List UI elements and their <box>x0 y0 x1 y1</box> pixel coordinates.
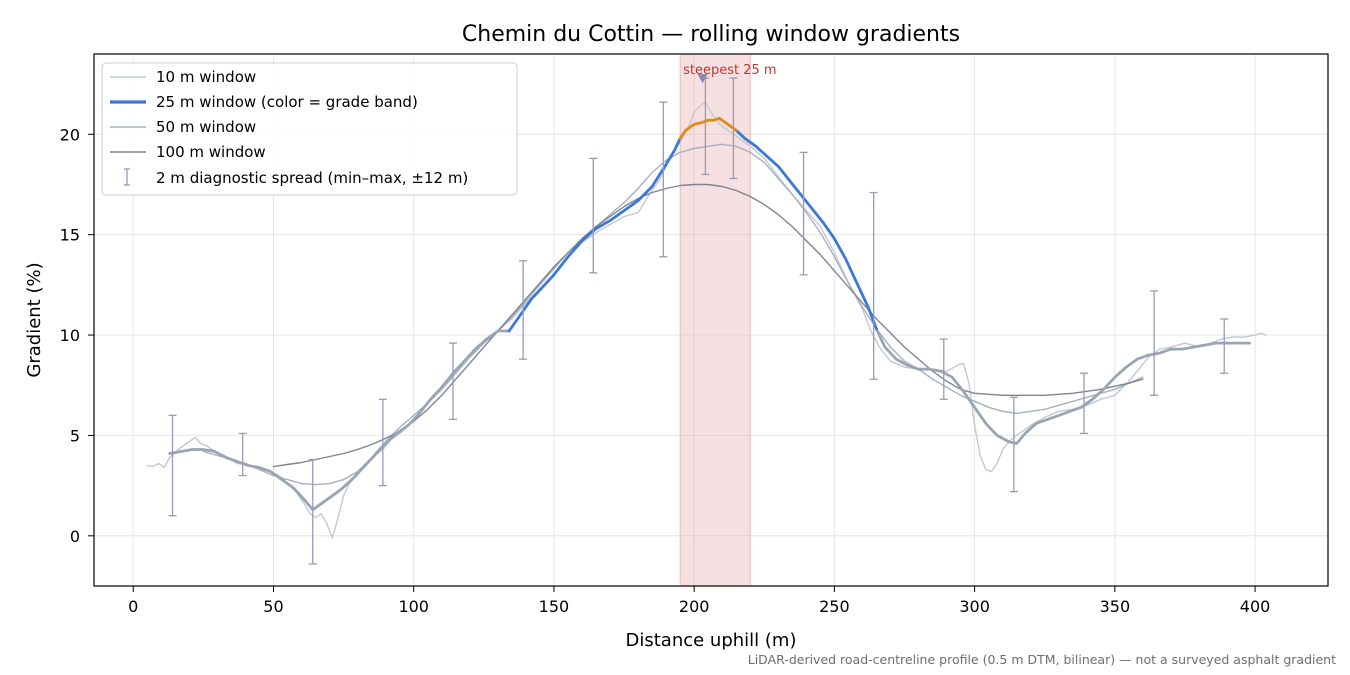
errorbar <box>378 398 387 487</box>
legend: 10 m window 25 m window (color = grade b… <box>101 62 518 196</box>
y-axis: 0 5 10 15 20 <box>60 125 94 546</box>
plot-frame <box>93 53 1329 587</box>
x-tick-label: 150 <box>539 597 570 616</box>
x-axis-label: Distance uphill (m) <box>626 630 797 651</box>
errorbar <box>1150 290 1159 396</box>
x-tick-label: 100 <box>398 597 429 616</box>
legend-box <box>101 62 518 196</box>
errorbar <box>729 77 738 180</box>
steepest-triangle <box>697 74 708 84</box>
footnote: LiDAR-derived road-centreline profile (0… <box>748 652 1336 667</box>
x-tick-label: 250 <box>819 597 850 616</box>
y-tick-label: 10 <box>60 326 80 345</box>
errorbar <box>799 151 808 276</box>
legend-label-25m: 25 m window (color = grade band) <box>156 93 418 111</box>
y-tick-label: 5 <box>70 426 80 445</box>
series-line-5 <box>272 183 1144 468</box>
errorbar <box>448 342 457 421</box>
errorbar <box>519 260 528 360</box>
legend-label-50m: 50 m window <box>156 118 256 136</box>
steepest-label: steepest 25 m <box>683 63 776 78</box>
chart-title: Chemin du Cottin — rolling window gradie… <box>462 22 960 47</box>
y-axis-label: Gradient (%) <box>24 262 45 377</box>
legend-swatch-errorbar <box>124 168 130 186</box>
legend-label-100m: 100 m window <box>156 143 266 161</box>
y-tick-label: 20 <box>60 125 80 144</box>
errorbar <box>1080 372 1089 435</box>
error-bars <box>168 77 1229 565</box>
errorbar <box>1009 396 1018 493</box>
errorbar <box>589 157 598 274</box>
legend-label-10m: 10 m window <box>156 68 256 86</box>
steepest-band-rect <box>679 53 751 587</box>
steepest-band <box>679 53 751 587</box>
errorbar <box>659 101 668 258</box>
errorbar <box>1220 318 1229 374</box>
y-tick-label: 0 <box>70 527 80 546</box>
x-tick-label: 50 <box>263 597 283 616</box>
series-line-1-b <box>734 128 878 331</box>
series-lines <box>146 101 1267 539</box>
x-tick-label: 400 <box>1240 597 1271 616</box>
series-line-3-b <box>875 327 1251 445</box>
errorbar <box>869 191 878 380</box>
errorbar <box>168 414 177 517</box>
legend-label-errorbar: 2 m diagnostic spread (min–max, ±12 m) <box>156 169 468 187</box>
x-tick-label: 300 <box>959 597 990 616</box>
x-tick-label: 200 <box>679 597 710 616</box>
x-axis: 0 50 100 150 200 250 300 350 400 <box>128 586 1270 616</box>
x-tick-label: 350 <box>1100 597 1131 616</box>
x-tick-label: 0 <box>128 597 138 616</box>
errorbar <box>308 458 317 565</box>
series-line-2 <box>678 116 738 140</box>
series-line-3 <box>168 329 511 512</box>
series-line-1 <box>507 136 682 333</box>
errorbar <box>238 432 247 477</box>
y-tick-label: 15 <box>60 226 80 245</box>
errorbar <box>939 338 948 400</box>
steepest-marker: steepest 25 m <box>683 63 777 84</box>
